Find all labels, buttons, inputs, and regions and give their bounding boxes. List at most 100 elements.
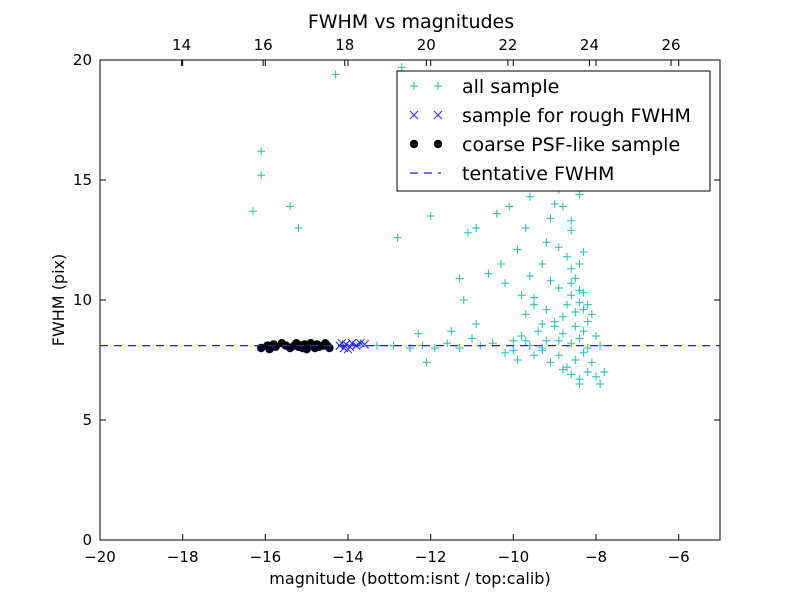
all-sample-point — [542, 238, 551, 247]
all-sample-point — [583, 317, 592, 326]
all-sample-point — [550, 317, 559, 326]
all-sample-point — [459, 296, 468, 304]
y-axis-label: FWHM (pix) — [49, 254, 68, 347]
x-tick-label: −14 — [332, 548, 364, 566]
all-sample-point — [563, 252, 572, 261]
all-sample-point — [414, 329, 423, 338]
all-sample-point — [484, 269, 493, 278]
x-tick-label: −12 — [415, 548, 447, 566]
all-sample-point — [509, 336, 518, 345]
all-sample-point — [521, 224, 530, 232]
all-sample-point — [447, 327, 456, 336]
all-sample-point — [575, 334, 584, 343]
legend: all sample sample for rough FWHM coarse PS… — [396, 70, 711, 192]
all-sample-point — [550, 200, 559, 208]
all-sample-point — [567, 370, 576, 379]
all-sample-point — [397, 63, 406, 72]
legend-coarse-psf-marker — [409, 139, 419, 149]
all-sample-point — [554, 243, 563, 252]
all-sample-point — [463, 228, 472, 237]
all-sample-point — [563, 300, 572, 309]
legend-rough-fwhm-marker — [433, 110, 443, 120]
legend-entries: all sample sample for rough FWHM coarse PS… — [409, 76, 691, 185]
y-tick-label: 0 — [82, 531, 92, 549]
top-x-tick-label: 16 — [254, 36, 273, 54]
all-sample-point — [587, 310, 596, 319]
all-sample-point — [455, 274, 464, 283]
all-sample-point — [583, 344, 592, 352]
all-sample-point — [455, 344, 464, 352]
x-tick-label: −16 — [250, 548, 282, 566]
all-sample-point — [567, 291, 576, 300]
rough-fwhm-sample-point — [360, 340, 369, 349]
all-sample-point — [558, 329, 567, 338]
all-sample-point — [286, 202, 295, 211]
all-sample-point — [554, 284, 563, 292]
all-sample-point — [571, 356, 580, 364]
all-sample-point — [563, 363, 572, 372]
all-sample-point — [546, 214, 555, 223]
all-sample-point — [426, 212, 435, 220]
all-sample-point — [530, 293, 538, 302]
legend-tentative-fwhm-label: tentative FWHM — [462, 163, 614, 185]
all-sample-point — [513, 356, 522, 364]
all-sample-point — [393, 233, 402, 242]
all-sample-point — [592, 332, 600, 340]
coarse-psf-sample-point — [302, 345, 311, 354]
x-tick-label: −6 — [668, 548, 690, 566]
all-sample-point — [558, 365, 567, 374]
legend-rough-fwhm-label: sample for rough FWHM — [462, 105, 691, 127]
legend-all-sample-marker — [434, 82, 442, 90]
all-sample-point — [567, 216, 576, 225]
coarse-psf-sample-point — [314, 342, 324, 351]
legend-coarse-psf-marker — [433, 139, 443, 149]
all-sample-point — [558, 202, 567, 211]
all-sample-point — [542, 305, 551, 314]
all-sample-point — [538, 344, 547, 352]
all-sample-point — [525, 272, 534, 280]
all-sample-point — [579, 327, 588, 336]
all-sample-point — [505, 202, 514, 211]
all-sample-point — [530, 300, 538, 309]
top-x-tick-label: 26 — [662, 36, 681, 54]
x-tick-label: −8 — [585, 548, 607, 566]
all-sample-point — [596, 380, 605, 388]
all-sample-point — [257, 147, 266, 156]
all-sample-point — [517, 332, 526, 340]
all-sample-point — [534, 327, 543, 336]
all-sample-point — [492, 209, 501, 218]
all-sample-point — [294, 224, 303, 232]
x-tick-label: −18 — [167, 548, 199, 566]
all-sample-point — [443, 339, 452, 348]
top-x-tick-label: 24 — [580, 36, 599, 54]
all-sample-point — [546, 276, 555, 285]
all-sample-point — [567, 264, 576, 273]
rough-fwhm-sample-point — [343, 344, 353, 354]
all-sample-point — [372, 341, 381, 350]
all-sample-point — [538, 320, 547, 328]
chart-title: FWHM vs magnitudes — [308, 11, 514, 33]
all-sample-point — [567, 226, 576, 235]
coarse-psf-sample-point — [271, 342, 280, 351]
top-x-axis-ticks: 14 16 18 20 22 24 26 — [172, 36, 681, 66]
all-sample-point — [579, 248, 588, 256]
all-sample-point — [575, 190, 584, 199]
legend-all-sample-marker — [410, 82, 418, 90]
all-sample-point — [575, 380, 584, 388]
all-sample-point — [501, 279, 510, 288]
all-sample-point — [575, 286, 584, 295]
all-sample-point — [567, 339, 576, 348]
all-sample-point — [530, 351, 538, 360]
all-sample-point — [521, 310, 530, 319]
all-sample-point — [554, 336, 563, 345]
all-sample-point — [592, 372, 600, 381]
legend-all-sample-label: all sample — [462, 76, 559, 98]
all-sample-point — [257, 171, 266, 180]
all-sample-point — [571, 322, 580, 331]
all-sample-point — [521, 336, 530, 345]
y-tick-label: 10 — [73, 291, 92, 309]
plot-frame — [99, 59, 721, 541]
y-tick-label: 15 — [73, 171, 92, 189]
x-tick-label: −10 — [498, 548, 530, 566]
x-axis-label: magnitude (bottom:isnt / top:calib) — [269, 569, 550, 588]
